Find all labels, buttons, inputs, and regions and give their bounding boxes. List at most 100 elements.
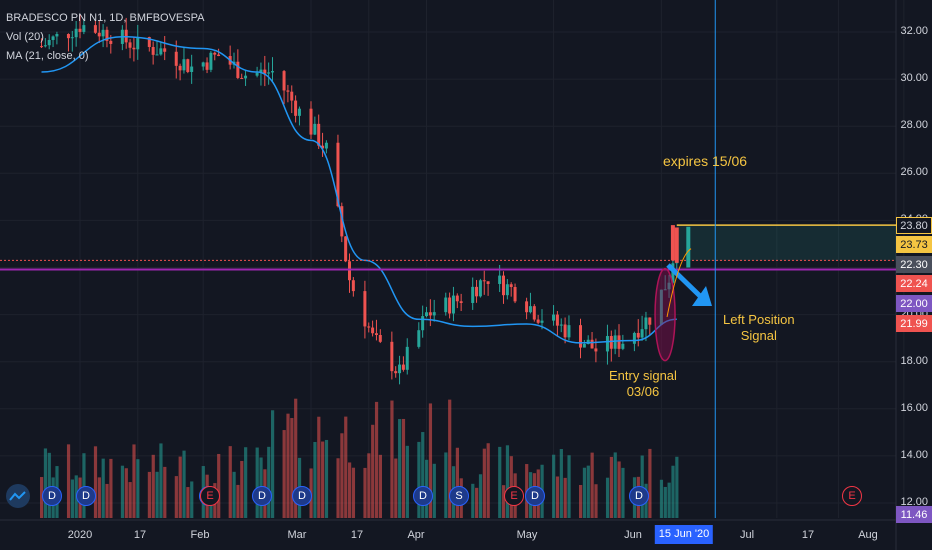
volume-bar xyxy=(617,461,621,518)
volume-bar xyxy=(217,453,221,518)
volume-bar xyxy=(590,452,594,518)
candle-body xyxy=(613,335,617,349)
volume-bar xyxy=(667,482,671,518)
candle-body xyxy=(528,306,532,313)
volume-bar xyxy=(178,456,182,518)
target-zone xyxy=(676,225,896,261)
split-event-icon[interactable]: S xyxy=(449,486,469,506)
earnings-event-icon[interactable]: E xyxy=(200,486,220,506)
volume-bar xyxy=(66,444,71,518)
candle-body xyxy=(324,142,328,149)
candle-body xyxy=(532,306,536,320)
earnings-event-icon[interactable]: E xyxy=(842,486,862,506)
candle-body xyxy=(159,48,163,55)
volume-bar xyxy=(498,446,502,518)
volume-bar xyxy=(228,446,232,518)
candle-body xyxy=(267,72,271,74)
ma-line xyxy=(41,35,677,344)
y-axis-badge: 23.80 xyxy=(896,217,932,234)
candle-body xyxy=(97,32,101,37)
candle-body xyxy=(451,295,455,314)
volume-bar xyxy=(236,484,240,518)
volume-bar xyxy=(240,460,244,518)
candle-body xyxy=(498,275,502,284)
candle-body xyxy=(209,52,213,70)
y-tick-label: 18.00 xyxy=(900,354,928,367)
candle-body xyxy=(236,61,240,78)
volume-bar xyxy=(40,477,44,518)
dividend-event-icon[interactable]: D xyxy=(42,486,62,506)
volume-bar xyxy=(363,467,367,518)
candle-body xyxy=(93,25,97,33)
tradingview-logo-icon xyxy=(6,484,30,508)
y-tick-label: 16.00 xyxy=(900,401,928,414)
candle-body xyxy=(579,325,582,348)
dividend-event-icon[interactable]: D xyxy=(252,486,272,506)
candle-body xyxy=(555,314,559,326)
candle-body xyxy=(163,48,167,52)
volume-bar xyxy=(70,479,74,518)
candle-body xyxy=(605,336,609,352)
y-tick-label: 12.00 xyxy=(900,496,928,508)
volume-bar xyxy=(401,418,406,518)
volume-bar xyxy=(613,452,617,518)
candle-body xyxy=(363,291,367,327)
volume-bar xyxy=(340,433,344,518)
earnings-event-icon[interactable]: E xyxy=(504,486,524,506)
candle-body xyxy=(482,280,486,282)
candle-body xyxy=(255,72,259,76)
candle-body xyxy=(174,51,178,66)
dividend-event-icon[interactable]: D xyxy=(292,486,312,506)
dividend-event-icon[interactable]: D xyxy=(76,486,96,506)
annotation-left-position-line2: Signal xyxy=(740,328,777,343)
candle-body xyxy=(70,37,74,39)
x-axis-label: 2020 xyxy=(67,529,93,541)
x-axis-label: Jun xyxy=(624,529,642,541)
x-axis-label: 17 xyxy=(133,529,147,541)
dividend-event-icon[interactable]: D xyxy=(413,486,433,506)
y-tick-label: 30.00 xyxy=(900,72,928,85)
volume-bar xyxy=(82,453,86,518)
volume-bar xyxy=(43,448,48,518)
volume-bar xyxy=(182,450,186,518)
candle-body xyxy=(348,261,351,281)
candle-body xyxy=(213,52,217,55)
dividend-event-icon[interactable]: D xyxy=(629,486,649,506)
volume-bar xyxy=(398,419,402,518)
candle-body xyxy=(240,77,244,79)
candle-body xyxy=(43,45,47,47)
entry-curve xyxy=(666,248,692,318)
volume-bar xyxy=(105,483,109,518)
volume-bar xyxy=(282,430,286,518)
volume-bar xyxy=(471,483,475,518)
candle-body xyxy=(421,316,425,331)
volume-bar xyxy=(555,476,560,518)
candle-body xyxy=(636,332,640,338)
candle-body xyxy=(540,320,544,323)
candle-body xyxy=(374,333,378,335)
volume-bar xyxy=(271,410,275,518)
candle-body xyxy=(51,36,55,40)
volume-bar xyxy=(455,447,459,518)
volume-bar xyxy=(190,481,194,518)
volume-bar xyxy=(432,463,436,518)
volume-bar xyxy=(421,432,425,518)
volume-bar xyxy=(621,467,625,518)
candle-body xyxy=(128,42,132,48)
candle-body xyxy=(471,286,475,303)
candle-body xyxy=(552,314,556,321)
candle-body xyxy=(509,284,513,288)
recent-candle xyxy=(686,226,691,268)
volume-bar xyxy=(374,401,379,518)
annotation-entry-signal-line1: Entry signal xyxy=(609,368,677,383)
volume-bar xyxy=(552,454,556,518)
dividend-event-icon[interactable]: D xyxy=(525,486,545,506)
volume-bar xyxy=(663,486,667,518)
candle-body xyxy=(317,123,321,146)
candle-body xyxy=(432,312,436,316)
candle-body xyxy=(367,326,371,328)
volume-bar xyxy=(405,445,409,518)
